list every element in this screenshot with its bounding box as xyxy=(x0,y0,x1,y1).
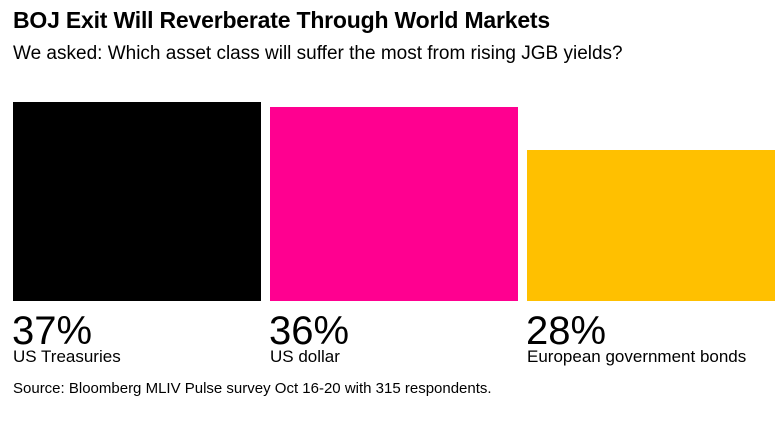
category-label-2: European government bonds xyxy=(527,347,747,366)
bar-1 xyxy=(270,107,518,301)
value-label-1: 36% xyxy=(269,309,350,353)
source-note: Source: Bloomberg MLIV Pulse survey Oct … xyxy=(13,380,492,397)
category-label-1: US dollar xyxy=(270,347,340,366)
chart-subtitle: We asked: Which asset class will suffer … xyxy=(13,43,623,64)
chart-title: BOJ Exit Will Reverberate Through World … xyxy=(13,7,550,33)
value-label-2: 28% xyxy=(526,309,607,353)
category-label-0: US Treasuries xyxy=(13,347,121,366)
value-label-0: 37% xyxy=(12,309,93,353)
bar-2 xyxy=(527,150,775,301)
bar-0 xyxy=(13,102,261,301)
